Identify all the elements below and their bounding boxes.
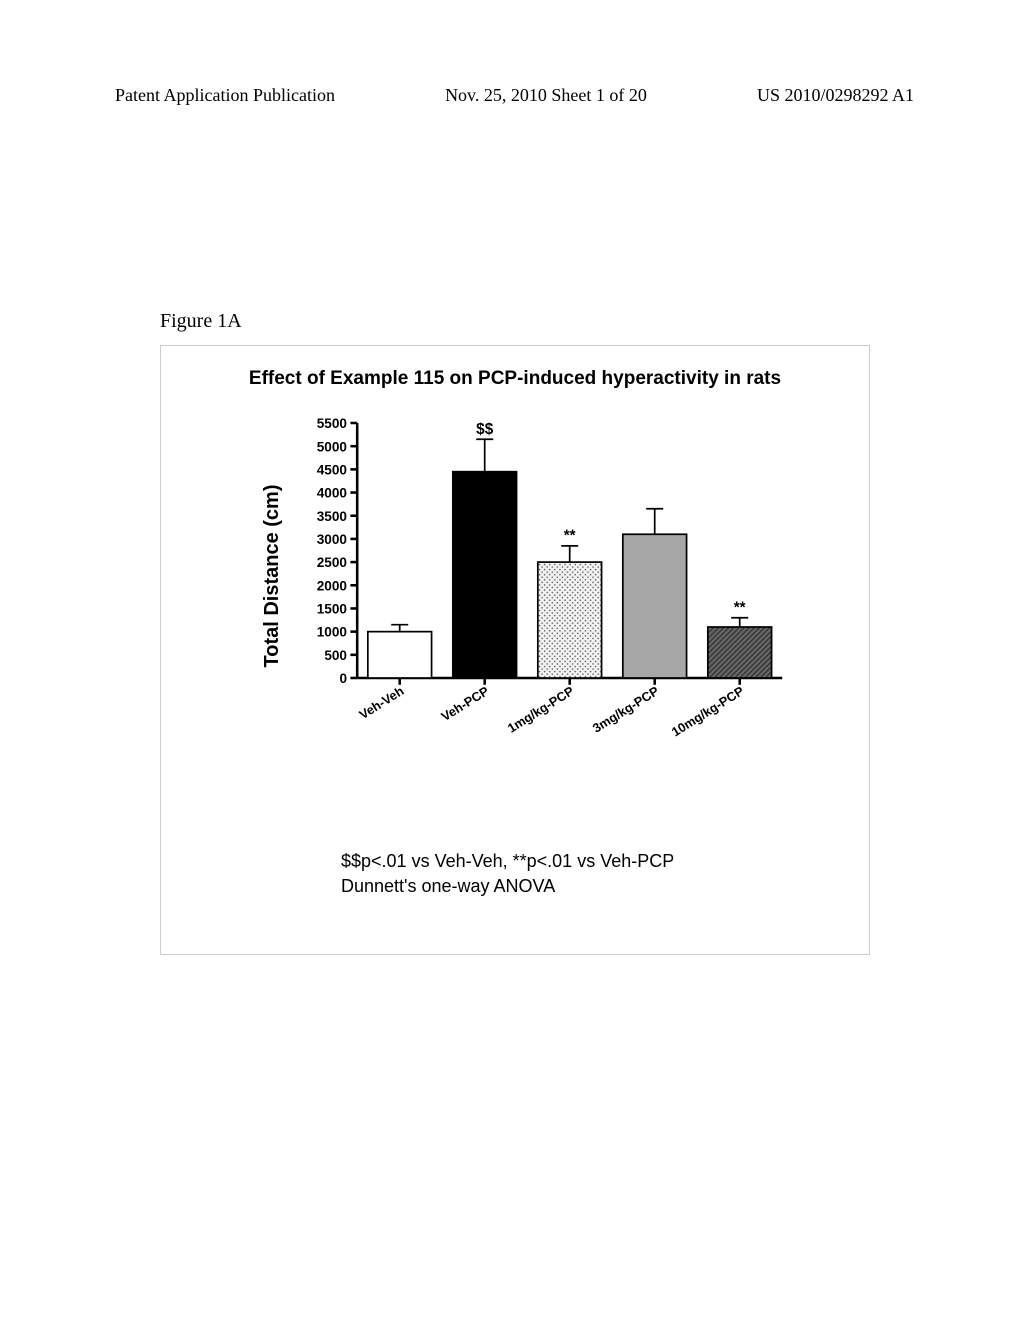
bar [538,562,602,678]
header-center: Nov. 25, 2010 Sheet 1 of 20 [445,85,647,106]
y-tick-label: 5000 [317,439,347,454]
bar [708,627,772,678]
x-tick-label: Veh-Veh [356,683,406,722]
y-tick-label: 4000 [317,486,347,501]
significance-marker: $$ [476,421,494,438]
significance-marker: ** [734,600,746,617]
x-tick-label: Veh-PCP [438,683,491,724]
figure-label: Figure 1A [160,310,242,333]
header-left: Patent Application Publication [115,85,335,106]
page-header: Patent Application Publication Nov. 25, … [0,85,1024,106]
x-tick-label: 3mg/kg-PCP [590,683,662,736]
y-tick-label: 4500 [317,462,347,477]
y-tick-label: 3500 [317,509,347,524]
x-tick-label: 10mg/kg-PCP [669,683,747,740]
y-tick-label: 1000 [317,625,347,640]
y-tick-label: 2000 [317,578,347,593]
footnote-line1: $$p<.01 vs Veh-Veh, **p<.01 vs Veh-PCP [341,851,674,872]
header-right: US 2010/0298292 A1 [757,85,914,106]
y-tick-label: 1500 [317,602,347,617]
chart-title: Effect of Example 115 on PCP-induced hyp… [161,368,869,390]
chart-frame: Effect of Example 115 on PCP-induced hyp… [160,345,870,955]
bar [453,472,517,678]
y-tick-label: 0 [339,671,347,686]
bar [368,632,432,678]
footnote-line2: Dunnett's one-way ANOVA [341,876,555,897]
y-tick-label: 3000 [317,532,347,547]
y-tick-label: 500 [324,648,347,663]
plot-area: Total Distance (cm) 05001000150020002500… [271,406,831,746]
y-tick-label: 5500 [317,416,347,431]
x-tick-label: 1mg/kg-PCP [505,683,577,736]
bar [623,534,687,678]
y-tick-label: 2500 [317,555,347,570]
significance-marker: ** [564,528,576,545]
bar-chart: 0 500 1000 1500 2000 2500 3000 3500 4000 4500 5000… [271,406,831,746]
